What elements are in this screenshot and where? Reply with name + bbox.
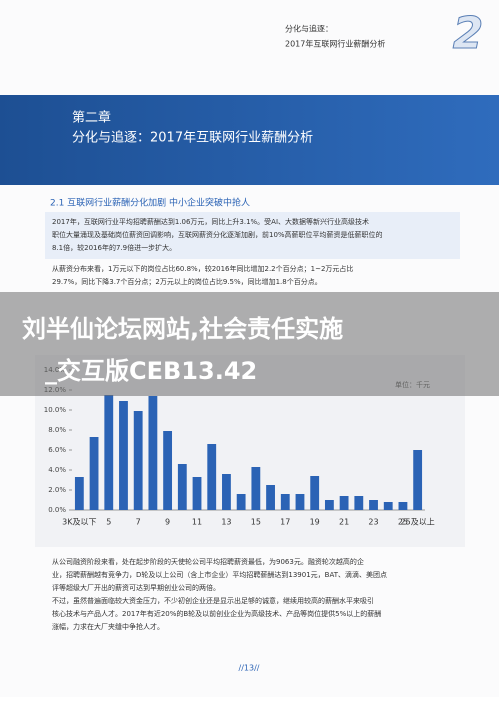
text-line: 业，招聘薪酬越有竞争力，D轮及以上公司（含上市企业）平均招聘薪酬达到13901元… bbox=[52, 570, 387, 579]
bar bbox=[74, 477, 84, 510]
highlight-box bbox=[45, 212, 460, 259]
bar bbox=[324, 500, 334, 510]
header-subtitle: 2017年互联网行业薪酬分析 bbox=[285, 39, 385, 49]
bar bbox=[104, 395, 114, 510]
text-line: 29.7%，同比下降3.7个百分点；2万元以上的岗位占比9.5%，同比增加1.8… bbox=[52, 277, 322, 286]
text-line: 核心技术与产品人才。2017年有近20%的B轮及以前创业企业为高级技术、产品等岗… bbox=[52, 609, 381, 618]
x-tick-label: 25及以上 bbox=[401, 518, 435, 527]
x-tick-label: 23 bbox=[368, 518, 378, 527]
bar bbox=[295, 494, 305, 510]
y-tick-label: 8.0% bbox=[48, 426, 66, 434]
bar bbox=[413, 450, 423, 510]
text-line: 评等超级大厂开出的薪资可达到早期创业公司的两倍。 bbox=[52, 583, 220, 592]
text-line: 8.1倍，较2016年的7.9倍进一步扩大。 bbox=[52, 243, 176, 252]
y-tick-label: 4.0% bbox=[48, 466, 66, 474]
text-line: 职位大量涌现及基础岗位薪资回调影响，互联网薪资分化逐渐加剧，前10%高薪职位平均… bbox=[52, 230, 383, 239]
y-tick-label: 10.0% bbox=[44, 406, 67, 414]
chapter-band bbox=[0, 95, 499, 185]
bar bbox=[133, 411, 143, 510]
x-tick-label: 5 bbox=[106, 518, 111, 527]
x-tick-label: 13 bbox=[221, 518, 231, 527]
header-number: 2 bbox=[453, 8, 484, 59]
x-tick-label: 19 bbox=[310, 518, 320, 527]
bar bbox=[383, 502, 393, 510]
text-line: 不过，虽然普遍面临较大资金压力，不少初创企业还是显示出足够的诚意，继续用较高的薪… bbox=[52, 596, 374, 605]
bar bbox=[236, 494, 246, 510]
x-tick-label: 15 bbox=[251, 518, 261, 527]
y-tick-label: 2.0% bbox=[48, 486, 66, 494]
text-line: 从薪资分布来看，1万元以下的岗位占比60.8%，较2016年同比增加2.2个百分… bbox=[52, 264, 353, 273]
x-tick-label: 11 bbox=[192, 518, 202, 527]
chapter-title: 分化与追逐：2017年互联网行业薪酬分析 bbox=[72, 130, 313, 146]
bar bbox=[251, 467, 261, 510]
x-tick-label: 17 bbox=[280, 518, 290, 527]
section-heading: 2.1 互联网行业薪酬分化加剧 中小企业突破中抢人 bbox=[50, 197, 250, 209]
bar bbox=[280, 494, 290, 510]
bar bbox=[207, 444, 217, 510]
bar bbox=[369, 500, 378, 510]
header-kicker: 分化与追逐： bbox=[285, 24, 333, 34]
overlay-band bbox=[0, 292, 499, 396]
bar bbox=[192, 477, 202, 510]
bar bbox=[310, 476, 320, 510]
overlay-text: _交互版CEB13.42 bbox=[45, 357, 257, 385]
bar bbox=[163, 431, 173, 510]
bar bbox=[398, 502, 408, 510]
bar bbox=[148, 396, 158, 510]
text-line: 2017年，互联网行业平均招聘薪酬达到1.06万元，同比上升3.1%。受AI、大… bbox=[52, 217, 369, 226]
x-tick-label: 9 bbox=[165, 518, 170, 527]
overlay-text: 刘半仙论坛网站,社会责任实施 bbox=[22, 315, 343, 343]
bar bbox=[177, 464, 187, 510]
text-line: 从公司融资阶段来看，处在起步阶段的天使轮公司平均招聘薪资最低，为9063元。融资… bbox=[52, 557, 364, 566]
bar bbox=[119, 401, 128, 510]
bar bbox=[354, 496, 364, 510]
y-tick-label: 0.0% bbox=[48, 506, 66, 514]
bar bbox=[222, 474, 231, 510]
bar bbox=[89, 437, 99, 510]
x-tick-label: 21 bbox=[339, 518, 349, 527]
bar bbox=[266, 485, 275, 510]
chapter-label: 第二章 bbox=[72, 110, 111, 126]
x-tick-label: 3K及以下 bbox=[62, 518, 96, 527]
x-tick-label: 25 bbox=[398, 518, 408, 527]
bar bbox=[339, 496, 349, 510]
y-tick-label: 6.0% bbox=[48, 446, 66, 454]
x-tick-label: 7 bbox=[136, 518, 141, 527]
text-line: 涨幅，力求在大厂夹缝中争抢人才。 bbox=[52, 622, 164, 631]
footer: //13// bbox=[239, 664, 260, 673]
